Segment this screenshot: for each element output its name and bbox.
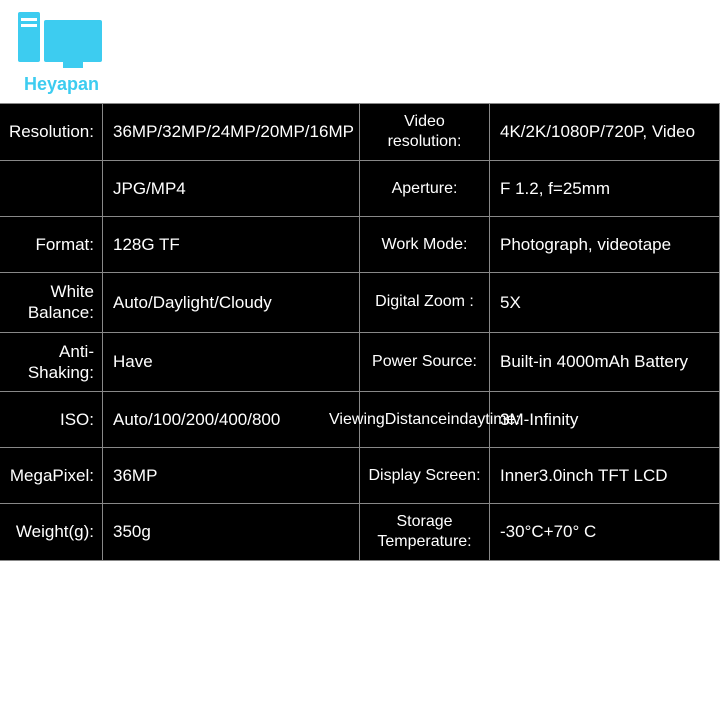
spec-value: 350g	[103, 504, 360, 561]
spec-label: Anti-Shaking:	[0, 333, 103, 393]
spec-value: Photograph, videotape	[490, 217, 720, 273]
spec-label: Power Source:	[360, 333, 490, 393]
spec-label: Aperture:	[360, 161, 490, 217]
spec-value: 4K/2K/1080P/720P, Video	[490, 104, 720, 161]
spec-value: 3M-Infinity	[490, 392, 720, 448]
spec-value: -30°C+70° C	[490, 504, 720, 561]
spec-label	[0, 161, 103, 217]
spec-label: Work Mode:	[360, 217, 490, 273]
logo-area: Heyapan	[0, 0, 720, 103]
spec-label: Video resolution:	[360, 104, 490, 161]
spec-value: Built-in 4000mAh Battery	[490, 333, 720, 393]
spec-value: Auto/Daylight/Cloudy	[103, 273, 360, 333]
spec-value: 5X	[490, 273, 720, 333]
spec-label: White Balance:	[0, 273, 103, 333]
spec-value: 128G TF	[103, 217, 360, 273]
spec-value: Inner3.0inch TFT LCD	[490, 448, 720, 504]
spec-label: Format:	[0, 217, 103, 273]
spec-label: Storage Temperature:	[360, 504, 490, 561]
spec-value: 36MP	[103, 448, 360, 504]
computer-icon	[18, 12, 102, 62]
spec-label: ViewingDistanceindaytime:	[360, 392, 490, 448]
spec-label: Digital Zoom :	[360, 273, 490, 333]
spec-label: MegaPixel:	[0, 448, 103, 504]
spec-value: Have	[103, 333, 360, 393]
spec-value: 36MP/32MP/24MP/20MP/16MP	[103, 104, 360, 161]
spec-label: Weight(g):	[0, 504, 103, 561]
spec-value: JPG/MP4	[103, 161, 360, 217]
spec-value: F 1.2, f=25mm	[490, 161, 720, 217]
spec-label: Resolution:	[0, 104, 103, 161]
brand-name: Heyapan	[24, 74, 99, 95]
spec-label: ISO:	[0, 392, 103, 448]
spec-table: Resolution: 36MP/32MP/24MP/20MP/16MP Vid…	[0, 103, 720, 561]
spec-label: Display Screen:	[360, 448, 490, 504]
spec-value: Auto/100/200/400/800	[103, 392, 360, 448]
